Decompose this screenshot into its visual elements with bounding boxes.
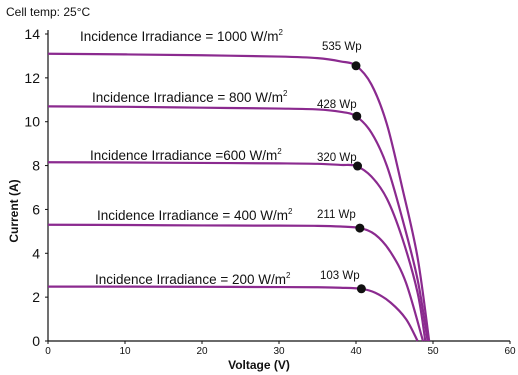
max-power-point	[353, 161, 363, 171]
x-tick-label: 60	[504, 346, 516, 357]
y-tick-label: 8	[32, 158, 40, 174]
series-label-text: Incidence Irradiance = 1000 W/m	[80, 29, 278, 44]
x-tick-label: 30	[273, 346, 285, 357]
max-power-point	[352, 111, 362, 121]
y-tick-label: 2	[32, 289, 40, 305]
series-label-text: Incidence Irradiance =600 W/m	[90, 148, 277, 163]
series-line	[47, 52, 431, 342]
chart-note: Cell temp: 25°C	[6, 5, 90, 19]
series-line	[47, 105, 429, 342]
x-axis-label: Voltage (V)	[228, 358, 290, 372]
series-4: Incidence Irradiance = 400 W/m2 211 Wp	[47, 207, 425, 342]
max-power-label: 211 Wp	[317, 209, 356, 221]
x-tick-label: 40	[350, 346, 362, 357]
max-power-label: 103 Wp	[320, 270, 360, 282]
series-label: Incidence Irradiance = 400 W/m2	[97, 207, 293, 223]
max-power-label: 320 Wp	[317, 152, 357, 164]
axes: 0 2 4 6 8 10 12 14 0 10 20 30 40 50 60	[24, 26, 516, 357]
series-label-superscript: 2	[278, 28, 283, 37]
y-tick-label: 12	[24, 70, 40, 86]
series-label-superscript: 2	[277, 147, 282, 156]
y-axis-label: Current (A)	[7, 179, 21, 242]
series-line	[47, 223, 425, 342]
y-tick-label: 0	[32, 333, 40, 349]
series-line	[47, 285, 419, 342]
series-label-superscript: 2	[288, 207, 293, 216]
series-line	[47, 161, 427, 342]
y-tick-label: 10	[24, 114, 40, 130]
max-power-point	[355, 223, 365, 233]
series-label: Incidence Irradiance = 200 W/m2	[95, 271, 291, 287]
series-label-text: Incidence Irradiance = 400 W/m	[97, 208, 288, 223]
x-tick-label: 50	[427, 346, 439, 357]
max-power-label: 535 Wp	[322, 41, 362, 53]
y-tick-label: 4	[32, 245, 40, 261]
y-tick-label: 14	[24, 26, 40, 42]
max-power-label: 428 Wp	[317, 99, 357, 111]
series-label: Incidence Irradiance = 1000 W/m2	[80, 28, 283, 44]
x-tick-label: 20	[196, 346, 208, 357]
max-power-point	[356, 284, 366, 294]
max-power-point	[351, 61, 361, 71]
y-tick-label: 6	[32, 201, 40, 217]
series-label: Incidence Irradiance =600 W/m2	[90, 147, 282, 163]
series-label-text: Incidence Irradiance = 800 W/m	[92, 90, 283, 105]
x-tick-label: 0	[45, 346, 51, 357]
series-label-superscript: 2	[286, 271, 291, 280]
x-tick-label: 10	[119, 346, 131, 357]
series-5: Incidence Irradiance = 200 W/m2 103 Wp	[47, 270, 419, 342]
series-label-superscript: 2	[283, 89, 288, 98]
series-label-text: Incidence Irradiance = 200 W/m	[95, 272, 286, 287]
series-label: Incidence Irradiance = 800 W/m2	[92, 89, 288, 105]
